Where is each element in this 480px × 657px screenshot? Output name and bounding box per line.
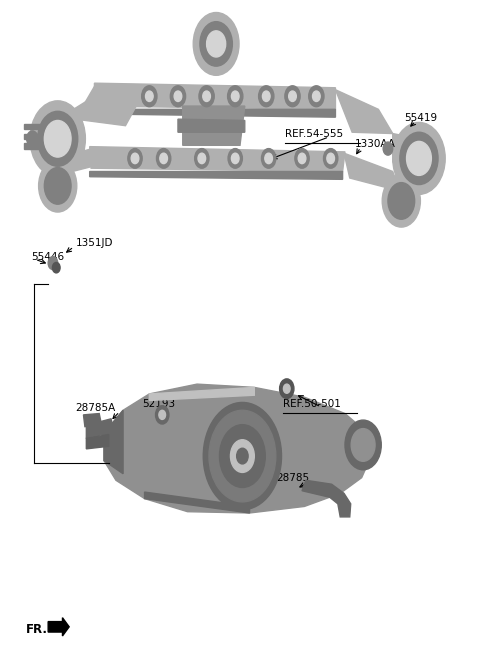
- Polygon shape: [183, 106, 245, 145]
- Circle shape: [388, 183, 415, 219]
- Circle shape: [400, 132, 438, 185]
- Circle shape: [30, 101, 85, 177]
- Circle shape: [262, 148, 276, 168]
- Circle shape: [393, 122, 445, 194]
- Circle shape: [131, 153, 139, 164]
- Circle shape: [156, 406, 169, 424]
- Polygon shape: [58, 97, 95, 127]
- Circle shape: [203, 403, 281, 510]
- Circle shape: [312, 91, 320, 101]
- Polygon shape: [302, 480, 351, 517]
- Circle shape: [407, 141, 432, 175]
- Circle shape: [193, 12, 239, 76]
- Circle shape: [327, 153, 335, 164]
- Circle shape: [285, 86, 300, 106]
- Circle shape: [237, 448, 248, 464]
- Polygon shape: [24, 143, 48, 148]
- Text: REF.54-555: REF.54-555: [285, 129, 344, 139]
- Circle shape: [382, 175, 420, 227]
- Text: 55446: 55446: [32, 252, 65, 261]
- Circle shape: [27, 131, 38, 147]
- Text: 28785A: 28785A: [75, 403, 116, 413]
- Circle shape: [37, 111, 78, 166]
- Polygon shape: [86, 434, 109, 449]
- Circle shape: [44, 168, 71, 204]
- Polygon shape: [84, 413, 102, 426]
- Circle shape: [231, 153, 239, 164]
- Circle shape: [174, 91, 182, 101]
- Polygon shape: [24, 133, 48, 139]
- Circle shape: [145, 91, 153, 101]
- Circle shape: [230, 440, 254, 472]
- Circle shape: [198, 153, 205, 164]
- Circle shape: [265, 153, 273, 164]
- Polygon shape: [104, 384, 371, 513]
- Circle shape: [209, 410, 276, 502]
- Circle shape: [159, 410, 166, 419]
- Polygon shape: [58, 148, 93, 175]
- Circle shape: [156, 148, 171, 168]
- Polygon shape: [336, 90, 393, 133]
- Polygon shape: [90, 171, 343, 179]
- Circle shape: [309, 86, 324, 106]
- Polygon shape: [104, 410, 123, 474]
- Circle shape: [324, 148, 338, 168]
- Text: REF.50-501: REF.50-501: [283, 399, 341, 409]
- Circle shape: [199, 86, 214, 106]
- Polygon shape: [393, 133, 419, 165]
- Circle shape: [263, 91, 270, 101]
- Circle shape: [228, 148, 242, 168]
- Text: 55419: 55419: [405, 113, 438, 123]
- Polygon shape: [95, 109, 336, 117]
- Circle shape: [383, 142, 393, 155]
- Circle shape: [170, 86, 186, 106]
- Circle shape: [345, 420, 381, 470]
- Circle shape: [195, 148, 209, 168]
- Circle shape: [38, 160, 77, 212]
- Circle shape: [288, 91, 296, 101]
- Polygon shape: [95, 83, 336, 109]
- Circle shape: [128, 148, 142, 168]
- Polygon shape: [48, 618, 69, 636]
- Polygon shape: [144, 492, 250, 513]
- Circle shape: [283, 384, 290, 394]
- Text: 1330AA: 1330AA: [355, 139, 396, 149]
- Polygon shape: [75, 87, 140, 125]
- Circle shape: [280, 379, 294, 399]
- Circle shape: [200, 22, 232, 66]
- Text: 52193: 52193: [142, 399, 175, 409]
- Circle shape: [142, 86, 157, 106]
- Circle shape: [219, 424, 265, 487]
- Circle shape: [44, 120, 71, 157]
- Circle shape: [52, 262, 60, 273]
- Circle shape: [231, 91, 239, 101]
- Circle shape: [228, 86, 243, 106]
- Circle shape: [203, 91, 210, 101]
- Polygon shape: [86, 419, 114, 438]
- Polygon shape: [178, 119, 245, 132]
- Circle shape: [259, 86, 274, 106]
- Polygon shape: [90, 147, 345, 171]
- Text: FR.: FR.: [26, 623, 48, 636]
- Polygon shape: [344, 153, 400, 191]
- Circle shape: [351, 428, 375, 461]
- Polygon shape: [24, 124, 48, 129]
- Circle shape: [298, 153, 306, 164]
- Polygon shape: [149, 388, 254, 401]
- Circle shape: [295, 148, 309, 168]
- Circle shape: [206, 31, 226, 57]
- Text: 28785: 28785: [276, 472, 309, 483]
- Text: 1351JD: 1351JD: [75, 238, 113, 248]
- Circle shape: [48, 256, 58, 269]
- Circle shape: [160, 153, 168, 164]
